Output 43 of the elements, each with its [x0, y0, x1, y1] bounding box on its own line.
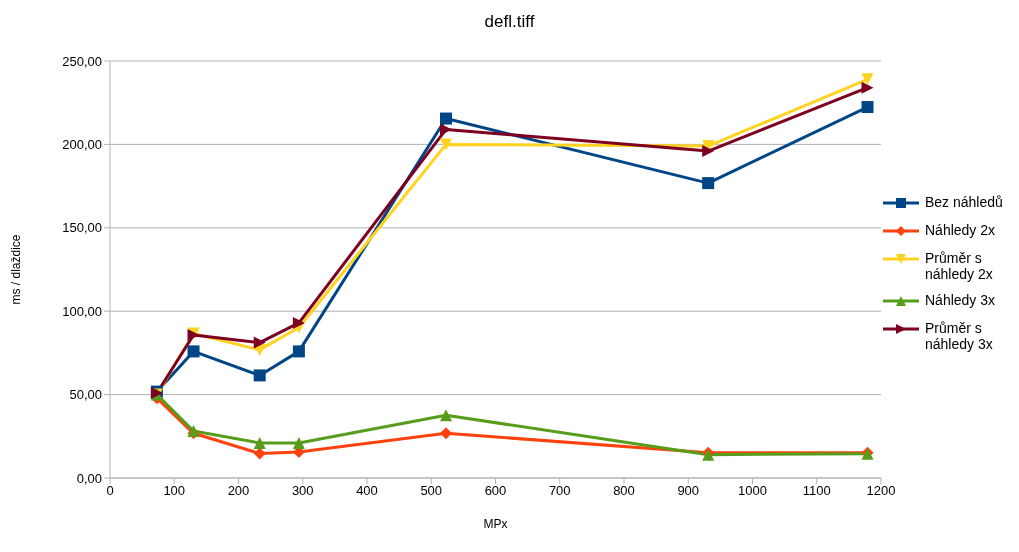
x-tick-label: 700: [548, 483, 571, 499]
legend-label: Průměr s náhledy 2x: [925, 250, 994, 282]
x-tick-label: 900: [677, 483, 700, 499]
x-tick-label: 300: [291, 483, 314, 499]
x-tick-label: 1000: [738, 483, 767, 499]
x-tick-label: 200: [227, 483, 250, 499]
legend-label: Náhledy 3x: [925, 292, 996, 308]
x-tick-label: 500: [420, 483, 443, 499]
point: [702, 145, 715, 158]
point: [187, 345, 200, 358]
point: [253, 436, 266, 449]
point: [253, 369, 266, 382]
legend-label: Průměr s náhledy 3x: [925, 320, 994, 352]
y-tick-label: 250,00: [62, 53, 102, 69]
point: [440, 112, 453, 125]
point: [861, 81, 874, 94]
point: [292, 345, 305, 358]
y-tick-label: 100,00: [62, 303, 102, 319]
chart-title: defl.tiff: [483, 12, 536, 32]
x-tick-label: 400: [356, 483, 378, 499]
x-tick-label: 1200: [866, 483, 896, 499]
legend-label: Náhledy 2x: [925, 222, 996, 238]
x-tick-label: 1100: [802, 483, 831, 499]
x-tick-label: 600: [484, 483, 507, 499]
point: [702, 177, 715, 190]
point: [861, 73, 874, 86]
point: [253, 336, 266, 349]
x-tick-label: 0: [106, 483, 114, 499]
point: [861, 101, 874, 114]
y-tick-label: 0,00: [76, 470, 102, 486]
legend-label: Bez náhledů: [925, 194, 1003, 210]
point: [292, 436, 305, 449]
point: [292, 316, 305, 329]
y-tick-label: 200,00: [62, 137, 102, 153]
x-tick-label: 100: [163, 483, 186, 499]
point: [440, 409, 453, 422]
y-tick-label: 150,00: [62, 220, 102, 236]
y-tick-label: 50,00: [69, 387, 102, 403]
x-axis-title: MPx: [483, 517, 508, 531]
point: [440, 138, 453, 151]
point: [440, 427, 453, 440]
x-tick-label: 800: [613, 483, 635, 499]
y-axis-title: ms / dlaždice: [9, 234, 24, 305]
